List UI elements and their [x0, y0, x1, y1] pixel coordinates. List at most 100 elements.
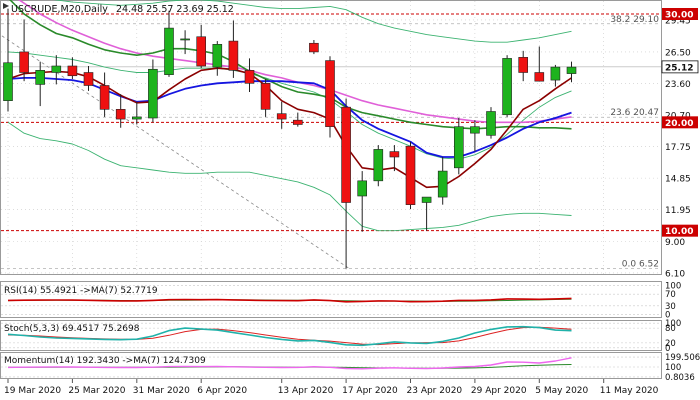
- rsi-line: [7, 297, 572, 303]
- candlesticks: [3, 8, 577, 269]
- fib-label: 0.0 6.52: [622, 259, 659, 269]
- candle-body: [196, 36, 206, 67]
- candle-body: [115, 109, 126, 120]
- time-tick-label: 11 May 2020: [600, 386, 659, 396]
- panel-tick-label: 80: [665, 324, 676, 334]
- candle-body: [292, 119, 303, 125]
- panel-tick-label: 20: [665, 339, 676, 349]
- price-tick-label: 14.85: [665, 175, 691, 185]
- fib-label: 38.2 29.10: [610, 15, 659, 25]
- panel-tick-label: 30: [665, 302, 676, 312]
- time-tick-label: 25 Mar 2020: [68, 386, 125, 396]
- bollinger-middle-line: [7, 51, 572, 160]
- candle-body: [3, 62, 13, 101]
- stoch-panel[interactable]: [0, 320, 662, 351]
- price-level-label: 10.00: [665, 227, 693, 237]
- time-axis: 19 Mar 2020 25 Mar 2020 31 Mar 2020 6 Apr 2…: [4, 379, 659, 396]
- candle-body: [244, 70, 255, 84]
- candle-body: [67, 65, 78, 77]
- candle-body: [35, 70, 46, 85]
- price-tick-label: 26.50: [665, 48, 691, 58]
- momentum-line: [7, 357, 572, 370]
- panel-tick-label: 100: [665, 281, 681, 291]
- price-level-label: 30.00: [665, 11, 693, 21]
- price-level-label: 20.00: [665, 119, 693, 129]
- current-price-badge: [661, 60, 699, 74]
- candle-body: [373, 149, 384, 182]
- time-tick-label: 5 May 2020: [535, 386, 588, 396]
- price-tick-label: 6.10: [665, 269, 685, 279]
- candle-body: [405, 145, 416, 205]
- time-tick-label: 19 Mar 2020: [4, 386, 61, 396]
- momentum-indicator: 199.50681000.8036 Momentum(14) 192.3430 -…: [1, 353, 700, 383]
- panel-tick-label: 0: [665, 344, 670, 354]
- candle-body: [453, 126, 464, 169]
- current-price-label: 25.12: [665, 63, 693, 73]
- panel-tick-label: 0: [665, 311, 670, 321]
- chart-header: USCRUDE,M20,Daily 24.48 25.57 23.69 25.1…: [3, 3, 234, 15]
- candle-body: [534, 72, 545, 82]
- candle-body: [341, 106, 351, 203]
- price-tick-label: 29.45: [665, 16, 691, 26]
- candle-body: [260, 83, 271, 110]
- main-panel[interactable]: [0, 0, 662, 275]
- candle-body: [180, 38, 190, 41]
- price-level-badge: [662, 224, 698, 237]
- price-level-badge: [662, 116, 698, 129]
- price-levels: 38.2 29.10 23.6 20.47 0.0 6.52: [0, 13, 661, 269]
- candle-body: [51, 65, 62, 73]
- ma-pink-line: [17, 0, 572, 124]
- price-tick-label: 17.75: [665, 143, 691, 153]
- price-tick-label: 11.95: [665, 206, 691, 216]
- candle-body: [309, 42, 319, 53]
- time-tick-label: 31 Mar 2020: [133, 386, 190, 396]
- time-tick-label: 6 Apr 2020: [197, 386, 247, 396]
- bollinger-upper-line: [53, 0, 572, 43]
- candle-body: [99, 85, 110, 110]
- candle-body: [550, 66, 561, 81]
- price-axis: 29.45 26.50 23.60 20.70 17.75 14.85 11.95 9.00 6…: [661, 8, 699, 279]
- candle-body: [228, 40, 239, 71]
- candle-body: [566, 66, 577, 74]
- panel-tick-label: 100: [665, 363, 681, 373]
- candle-body: [132, 116, 142, 120]
- ohlc-values: 24.48 25.57 23.69 25.12: [116, 4, 234, 15]
- panel-tick-label: 199.5068: [665, 353, 700, 363]
- time-tick-label: 13 Apr 2020: [278, 386, 334, 396]
- panel-title: RSI(14) 55.4921 ->MA(7) 52.7719: [4, 286, 158, 296]
- panel-tick-label: 0.8036: [665, 373, 695, 383]
- candle-body: [470, 126, 480, 134]
- symbol-label: USCRUDE,M20,Daily: [11, 4, 108, 15]
- candle-body: [437, 170, 448, 198]
- candle-body: [518, 57, 529, 73]
- price-tick-label: 9.00: [665, 238, 685, 248]
- candle-body: [164, 27, 174, 75]
- candle-body: [148, 68, 158, 119]
- price-tick-label: 20.70: [665, 111, 691, 121]
- candle-body: [212, 44, 223, 68]
- candle-body: [357, 180, 368, 197]
- collapse-triangle-icon[interactable]: [3, 3, 9, 9]
- candle-body: [486, 111, 496, 136]
- fib-label: 23.6 20.47: [610, 108, 659, 118]
- panel-title: Momentum(14) 192.3430 ->MA(7) 124.7309: [4, 356, 206, 366]
- panel-tick-label: 100: [665, 319, 681, 329]
- candle-body: [502, 58, 512, 116]
- candle-body: [83, 72, 94, 86]
- price-level-badge: [662, 8, 698, 20]
- time-tick-label: 23 Apr 2020: [407, 386, 463, 396]
- candle-body: [389, 151, 400, 158]
- bollinger-lower-line: [7, 121, 572, 232]
- panel-tick-label: 70: [665, 290, 676, 300]
- price-tick-label: 23.60: [665, 80, 691, 90]
- panel-title: Stoch(5,3,3) 69.4517 75.2698: [4, 324, 140, 334]
- time-tick-label: 17 Apr 2020: [342, 386, 398, 396]
- time-tick-label: 29 Apr 2020: [471, 386, 527, 396]
- ma-maroon-line: [7, 67, 572, 189]
- candle-body: [421, 196, 432, 203]
